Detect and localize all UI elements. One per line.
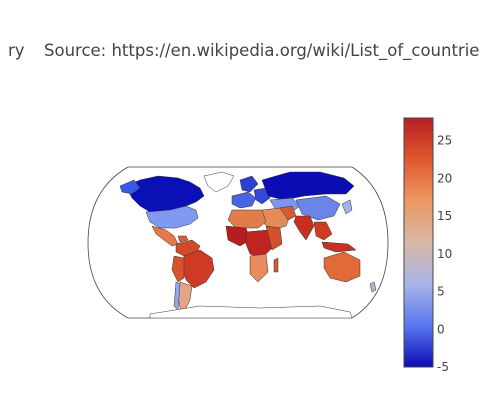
country-india[interactable]: [293, 215, 315, 241]
region-scandinavia[interactable]: [239, 175, 259, 193]
region-southern-africa[interactable]: [249, 253, 269, 283]
country-japan-korea[interactable]: [341, 199, 353, 215]
region-antarctica: [149, 305, 353, 318]
country-australia[interactable]: [323, 251, 361, 283]
region-eastern-europe[interactable]: [253, 187, 271, 205]
country-new-zealand[interactable]: [369, 281, 377, 293]
country-canada[interactable]: [125, 175, 205, 213]
country-alaska[interactable]: [119, 179, 141, 195]
country-madagascar[interactable]: [273, 257, 279, 273]
region-east-africa[interactable]: [265, 225, 283, 251]
region-indonesia[interactable]: [321, 241, 357, 253]
title-source: Source: https://en.wikipedia.org/wiki/Li…: [44, 41, 480, 60]
region-caribbean[interactable]: [177, 235, 189, 243]
country-usa[interactable]: [145, 205, 199, 229]
region-greenland: [203, 171, 235, 193]
country-china[interactable]: [295, 195, 341, 221]
country-russia[interactable]: [261, 171, 355, 201]
region-southeast-asia[interactable]: [313, 221, 333, 241]
title-fragment: ry: [8, 41, 25, 60]
region-west-africa[interactable]: [225, 225, 251, 247]
country-mexico[interactable]: [151, 225, 179, 247]
region-north-africa[interactable]: [227, 209, 267, 229]
country-peru-bolivia[interactable]: [171, 255, 185, 283]
chart-title: ry Source: https://en.wikipedia.org/wiki…: [0, 41, 480, 65]
region-western-europe[interactable]: [231, 191, 257, 209]
